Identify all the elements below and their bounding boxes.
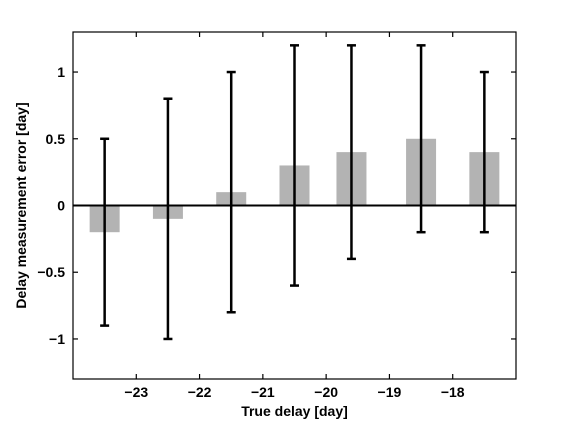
- error-bar-6: [416, 44, 426, 234]
- y-ticks: −1 −0.5 0 0.5 1: [37, 64, 516, 347]
- x-tick-label: −21: [251, 384, 275, 400]
- y-tick-label: 1: [57, 64, 65, 80]
- y-axis-label: Delay measurement error [day]: [13, 102, 29, 308]
- error-bar-1: [100, 137, 110, 327]
- error-bars-layer: [100, 44, 489, 341]
- error-bar-4: [290, 44, 299, 287]
- y-tick-label: 0.5: [46, 131, 66, 147]
- y-tick-label: −0.5: [37, 264, 65, 280]
- x-tick-label: −18: [441, 384, 465, 400]
- x-tick-label: −20: [314, 384, 338, 400]
- x-tick-label: −19: [378, 384, 402, 400]
- x-tick-label: −22: [188, 384, 212, 400]
- x-tick-label: −23: [124, 384, 148, 400]
- x-ticks: −23 −22 −21 −20 −19 −18: [124, 32, 465, 400]
- y-tick-label: −1: [49, 331, 65, 347]
- error-bar-3: [226, 70, 236, 314]
- error-bar-7: [479, 70, 489, 234]
- error-bar-5: [346, 44, 356, 261]
- error-bar-2: [163, 97, 173, 341]
- x-axis-label: True delay [day]: [241, 403, 348, 419]
- y-tick-label: 0: [57, 198, 65, 214]
